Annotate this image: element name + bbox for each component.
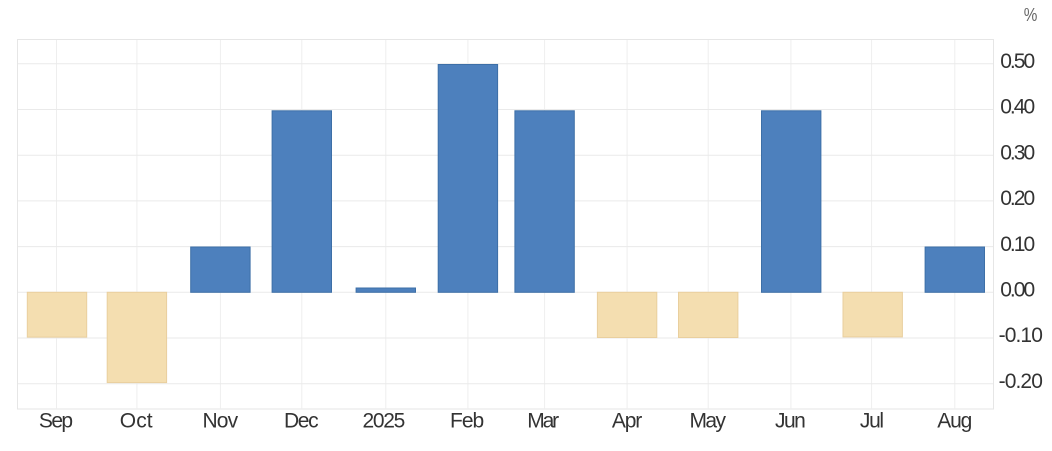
svg-text:Sep: Sep xyxy=(39,410,73,433)
svg-text:2025: 2025 xyxy=(363,410,406,433)
svg-text:Mar: Mar xyxy=(527,410,559,433)
svg-text:Feb: Feb xyxy=(450,410,484,433)
svg-text:Apr: Apr xyxy=(612,410,642,433)
svg-text:Nov: Nov xyxy=(203,410,239,433)
svg-text:0.00: 0.00 xyxy=(1000,279,1035,302)
svg-text:Aug: Aug xyxy=(937,410,972,433)
svg-text:-0.20: -0.20 xyxy=(999,370,1043,393)
svg-text:-0.10: -0.10 xyxy=(999,324,1043,347)
svg-text:Jun: Jun xyxy=(775,410,806,433)
svg-text:0.20: 0.20 xyxy=(1000,187,1035,210)
svg-text:0.30: 0.30 xyxy=(1000,141,1035,164)
svg-text:May: May xyxy=(689,410,726,433)
svg-text:0.50: 0.50 xyxy=(1000,50,1035,73)
svg-text:Oct: Oct xyxy=(120,410,153,433)
svg-text:0.10: 0.10 xyxy=(1000,233,1035,256)
svg-text:Jul: Jul xyxy=(860,410,884,433)
svg-text:0.40: 0.40 xyxy=(1000,96,1035,119)
svg-text:%: % xyxy=(1024,5,1038,25)
svg-text:Dec: Dec xyxy=(284,410,319,433)
